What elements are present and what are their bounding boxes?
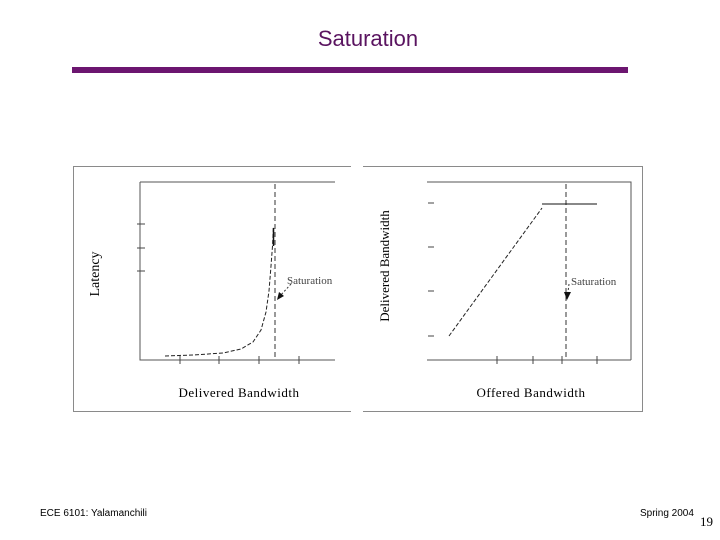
- saturation-diagram: Saturation Latency Delivered Bandwidth: [73, 166, 643, 412]
- left-y-label: Latency: [88, 251, 103, 296]
- left-panel: Saturation Latency Delivered Bandwidth: [88, 181, 335, 400]
- right-arrowhead: [564, 292, 571, 300]
- footer-course: ECE 6101: Yalamanchili: [40, 508, 147, 519]
- right-x-label: Offered Bandwidth: [477, 385, 586, 400]
- slide-title: Saturation: [317, 26, 419, 51]
- panel-gap: [351, 166, 363, 412]
- right-annotation: Saturation: [571, 276, 617, 288]
- right-y-label: Delivered Bandwidth: [377, 210, 392, 322]
- left-annotation-arrow: [279, 283, 292, 297]
- right-panel: Saturation Delivered Bandwidth Offered B…: [377, 181, 632, 400]
- title-rule: [72, 67, 628, 73]
- page-number: 19: [700, 514, 713, 529]
- left-annotation: Saturation: [287, 275, 333, 287]
- right-annotation-arrow: [567, 283, 570, 293]
- left-x-label: Delivered Bandwidth: [178, 385, 299, 400]
- left-arrowhead: [277, 292, 284, 300]
- left-axes: [139, 182, 335, 361]
- right-axes-frame: [427, 181, 632, 360]
- footer-term: Spring 2004: [640, 508, 694, 519]
- saturation-figure: Saturation Latency Delivered Bandwidth: [73, 166, 643, 412]
- bandwidth-rise: [448, 207, 543, 337]
- latency-curve: [164, 225, 274, 357]
